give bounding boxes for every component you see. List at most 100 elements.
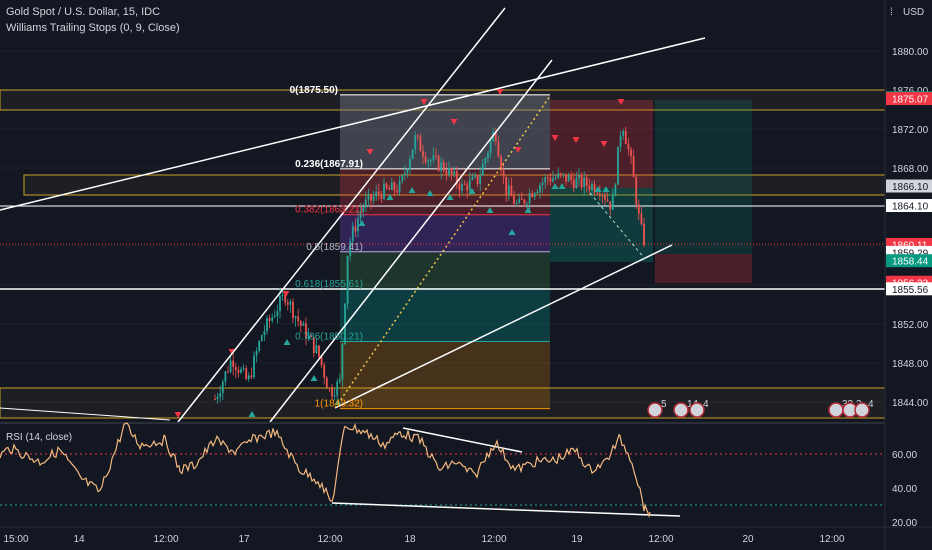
candle-body — [232, 360, 235, 367]
fib-level-label: 0.786(1850.21) — [295, 331, 363, 342]
candle-body — [515, 202, 518, 204]
fib-level-label: 0(1875.50) — [290, 85, 338, 96]
candle-body — [432, 155, 435, 160]
rsi-pane: RSI (14, close) — [0, 422, 885, 518]
candle-body — [458, 184, 461, 191]
candle-body — [346, 255, 349, 304]
price-tag-label: 1855.56 — [892, 285, 929, 296]
candle-body — [422, 151, 424, 157]
candles — [214, 126, 645, 404]
rsi-divergence-lower[interactable] — [331, 502, 681, 517]
candle-body — [487, 152, 489, 159]
x-tick-label: 12:00 — [317, 534, 342, 545]
candle-body — [552, 178, 554, 182]
candle-body — [307, 335, 310, 340]
symbol-title[interactable]: Gold Spot / U.S. Dollar, 15, IDC — [6, 6, 160, 18]
candle-body — [450, 168, 453, 175]
event-badge[interactable] — [689, 402, 705, 418]
candle-body — [416, 135, 419, 137]
candle-body — [294, 316, 297, 319]
stop-marker-down — [282, 291, 290, 297]
candle-body — [500, 156, 502, 171]
long-target-box[interactable] — [655, 100, 752, 254]
candle-body — [448, 168, 450, 175]
candle-body — [406, 169, 409, 174]
x-tick-label: 19 — [571, 534, 583, 545]
event-badge[interactable] — [647, 402, 663, 418]
indicator-title[interactable]: Williams Trailing Stops (0, 9, Close) — [6, 22, 180, 34]
candle-body — [245, 368, 248, 380]
fib-retracement[interactable] — [340, 94, 550, 410]
candle-body — [619, 135, 622, 147]
time-axis[interactable]: 15:00 14 12:00 17 12:00 18 12:00 19 12:00 20 12:00 — [0, 526, 932, 545]
trend-lines[interactable] — [0, 7, 706, 423]
candle-body — [390, 182, 393, 190]
event-badge[interactable] — [828, 402, 844, 418]
event-badge[interactable] — [673, 402, 689, 418]
candle-body — [476, 175, 479, 184]
channel-line-right[interactable] — [269, 59, 553, 423]
y-tick-label: 1872.00 — [892, 125, 929, 136]
candle-body — [635, 177, 638, 205]
candle-body — [567, 175, 570, 182]
settings-icon[interactable]: ⁞ — [890, 7, 893, 18]
fib-trend-line[interactable] — [334, 95, 551, 409]
stop-marker-up — [310, 375, 318, 381]
short-target-box[interactable] — [550, 188, 653, 262]
price-axis[interactable]: 1880.001876.001872.001868.001864.001860.… — [884, 0, 932, 550]
fib-level-label: 1(1843.32) — [315, 399, 363, 410]
stop-marker-up — [446, 194, 454, 200]
rsi-divergence-upper[interactable] — [402, 427, 523, 453]
candle-body — [445, 170, 448, 175]
stop-marker-up — [558, 183, 566, 189]
candle-body — [624, 131, 627, 145]
candle-body — [539, 185, 541, 192]
candle-body — [489, 141, 492, 153]
candle-body — [234, 366, 237, 370]
candle-body — [305, 323, 307, 340]
trendline-support[interactable] — [334, 244, 673, 409]
projection-line[interactable] — [589, 192, 646, 260]
stop-marker-down — [496, 89, 504, 95]
event-badge-count: 4 — [868, 399, 874, 410]
candle-body — [557, 173, 560, 178]
trendline-lower-left[interactable] — [0, 407, 171, 421]
stop-marker-up — [358, 220, 366, 226]
candle-body — [632, 156, 635, 178]
price-tag-label: 1866.10 — [892, 182, 929, 193]
candle-body — [224, 371, 227, 382]
fib-band-4 — [340, 289, 550, 341]
short-stop-box[interactable] — [550, 100, 653, 188]
candle-body — [484, 158, 487, 164]
candle-body — [630, 149, 632, 157]
candle-body — [229, 360, 232, 372]
rsi-line — [0, 422, 651, 518]
trendline-upper[interactable] — [0, 37, 706, 211]
candle-body — [435, 155, 437, 157]
event-badge[interactable] — [854, 402, 870, 418]
candle-body — [260, 335, 263, 342]
candle-body — [325, 377, 328, 388]
price-tag-label: 1858.44 — [892, 257, 929, 268]
stop-marker-up — [524, 207, 532, 213]
price-tag — [886, 282, 932, 296]
candle-body — [497, 141, 500, 157]
candle-body — [271, 317, 274, 321]
long-stop-box[interactable] — [655, 254, 752, 283]
fib-band-0 — [340, 94, 550, 169]
candle-body — [520, 198, 523, 200]
candle-body — [502, 170, 505, 177]
candle-body — [583, 177, 586, 188]
candle-body — [549, 178, 552, 182]
candle-body — [424, 156, 427, 162]
stop-marker-down — [174, 412, 182, 418]
candle-body — [357, 218, 359, 232]
channel-line-left[interactable] — [177, 7, 506, 423]
candle-body — [572, 179, 575, 189]
candle-body — [393, 182, 396, 191]
candle-body — [380, 194, 383, 200]
candle-body — [289, 301, 292, 305]
event-badges[interactable]: 51443324 — [647, 399, 874, 418]
